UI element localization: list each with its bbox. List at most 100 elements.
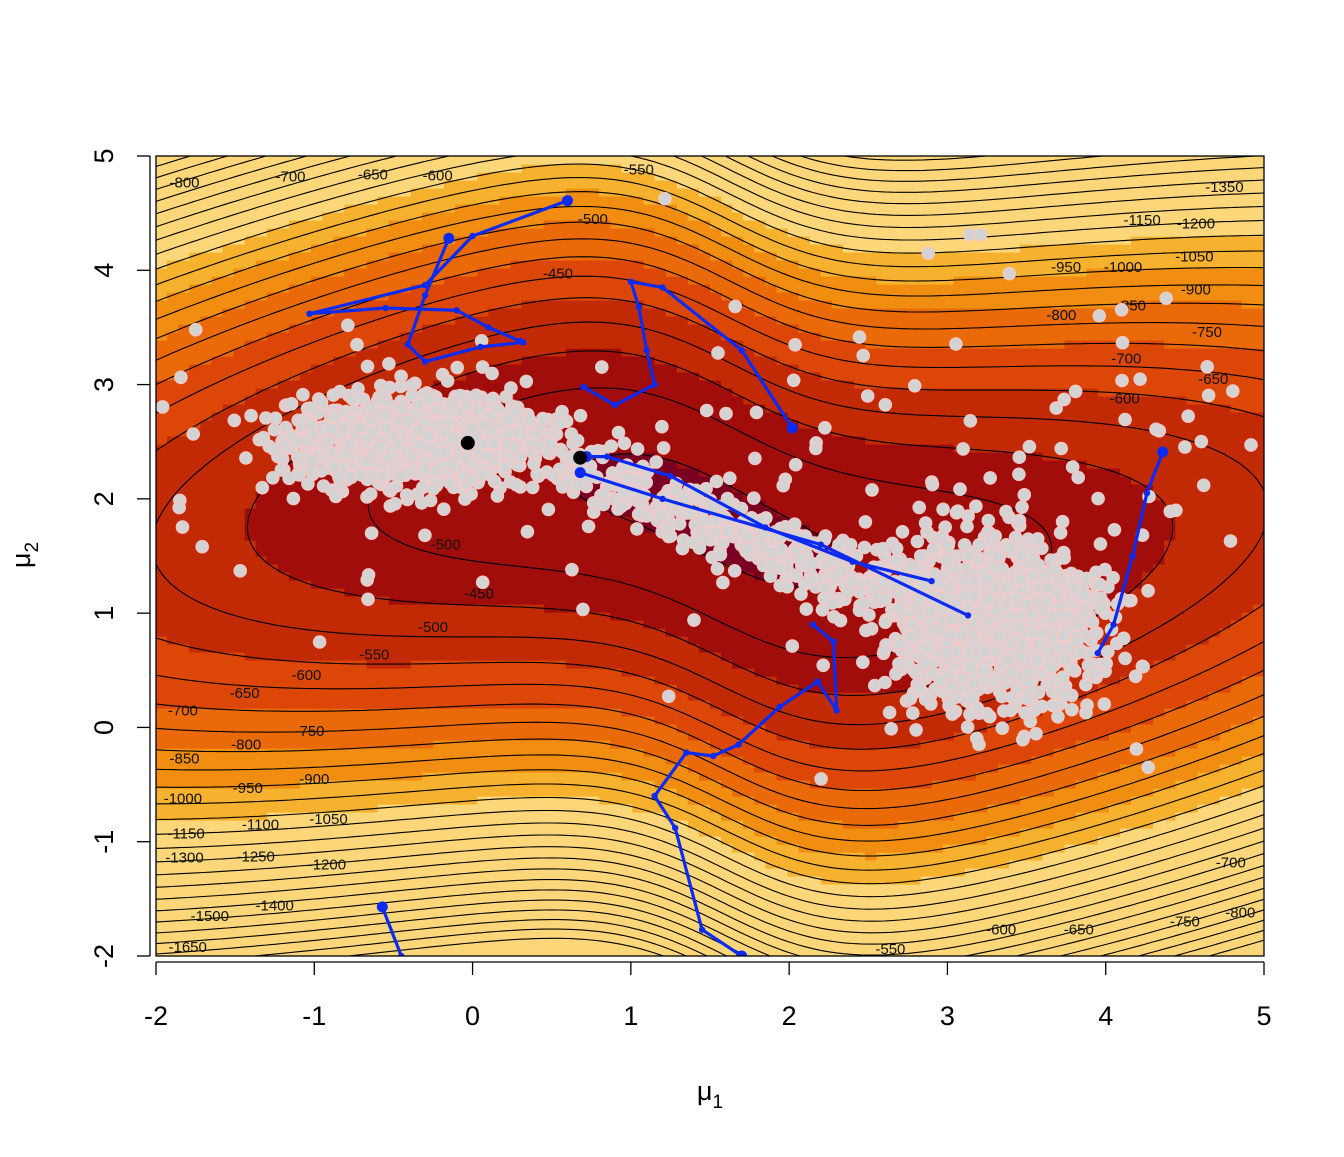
density-cell (532, 708, 545, 717)
density-cell (687, 588, 700, 597)
density-cell (167, 660, 179, 669)
density-cell (532, 244, 545, 253)
density-cell (698, 580, 711, 589)
density-cell (322, 788, 334, 797)
density-cell (588, 364, 600, 373)
density-cell (200, 188, 212, 197)
density-cell (632, 860, 645, 869)
density-cell (488, 884, 501, 893)
density-cell (211, 884, 224, 893)
density-cell (610, 196, 622, 205)
density-cell (554, 156, 567, 165)
density-cell (156, 764, 168, 773)
density-cell (189, 764, 201, 773)
density-cell (554, 828, 567, 837)
density-cell (222, 308, 235, 317)
density-cell (266, 332, 279, 341)
density-cell (687, 268, 700, 277)
density-cell (455, 636, 467, 645)
density-cell (277, 620, 290, 629)
density-cell (610, 252, 622, 261)
density-cell (333, 796, 345, 805)
density-cell (444, 244, 456, 253)
density-cell (643, 884, 656, 893)
density-cell (499, 492, 512, 501)
density-cell (200, 756, 212, 765)
density-cell (621, 300, 634, 309)
density-cell (167, 884, 179, 893)
density-cell (189, 468, 201, 477)
density-cell (643, 564, 656, 573)
density-cell (554, 164, 567, 173)
density-cell (543, 764, 556, 773)
density-cell (388, 300, 401, 309)
density-cell (543, 188, 556, 197)
density-cell (410, 228, 423, 237)
density-cell (333, 244, 345, 253)
density-cell (255, 356, 268, 365)
density-cell (698, 812, 711, 821)
density-cell (621, 700, 634, 709)
density-cell (333, 620, 345, 629)
density-cell (211, 252, 224, 261)
density-cell (222, 188, 235, 197)
density-cell (355, 892, 368, 901)
density-cell (233, 484, 246, 493)
density-cell (488, 572, 501, 581)
density-cell (288, 212, 301, 221)
density-cell (377, 316, 390, 325)
density-cell (244, 276, 257, 285)
density-cell (377, 844, 390, 853)
density-cell (189, 844, 201, 853)
density-cell (499, 532, 512, 541)
density-cell (632, 156, 645, 165)
density-cell (189, 636, 201, 645)
density-cell (488, 772, 501, 781)
density-cell (266, 844, 279, 853)
density-cell (599, 948, 611, 956)
density-cell (167, 188, 179, 197)
density-cell (654, 388, 667, 397)
density-cell (200, 228, 212, 237)
density-cell (466, 204, 478, 213)
density-cell (288, 908, 301, 917)
density-cell (632, 940, 645, 949)
density-cell (277, 588, 290, 597)
density-cell (643, 636, 656, 645)
density-cell (687, 452, 700, 461)
density-cell (377, 596, 390, 605)
density-cell (322, 716, 334, 725)
density-cell (355, 764, 368, 773)
density-cell (244, 740, 257, 749)
density-cell (543, 932, 556, 941)
density-cell (255, 556, 268, 565)
density-cell (333, 780, 345, 789)
density-cell (466, 364, 478, 373)
density-cell (156, 468, 168, 477)
density-cell (167, 828, 179, 837)
density-cell (255, 652, 268, 661)
density-cell (532, 356, 545, 365)
density-cell (510, 292, 523, 301)
density-cell (366, 388, 379, 397)
density-cell (399, 276, 412, 285)
density-cell (654, 924, 667, 933)
density-cell (599, 548, 611, 557)
density-cell (455, 652, 467, 661)
density-cell (167, 860, 179, 869)
density-cell (377, 716, 390, 725)
density-cell (200, 700, 212, 709)
density-cell (189, 228, 201, 237)
density-cell (322, 948, 334, 956)
density-cell (211, 548, 224, 557)
density-cell (687, 724, 700, 733)
density-cell (200, 284, 212, 293)
density-cell (654, 684, 667, 693)
density-cell (577, 940, 589, 949)
density-cell (311, 332, 323, 341)
density-cell (288, 172, 301, 181)
density-cell (521, 612, 534, 621)
density-cell (421, 332, 434, 341)
density-cell (288, 268, 301, 277)
density-cell (698, 732, 711, 741)
